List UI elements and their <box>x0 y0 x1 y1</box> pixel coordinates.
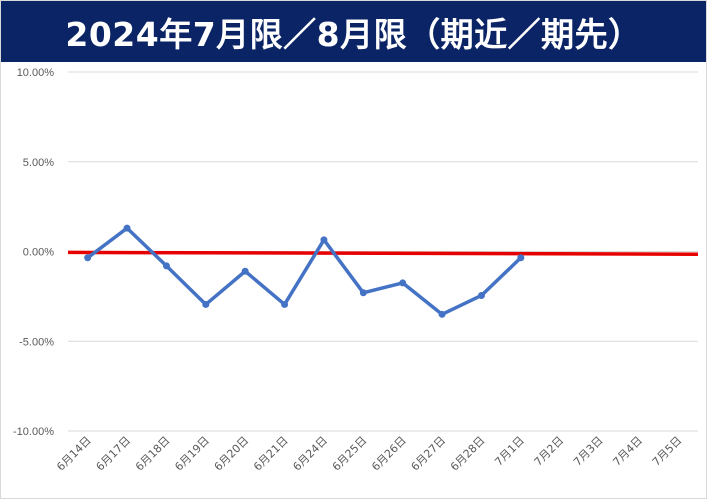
data-point <box>477 291 485 299</box>
y-tick-label: -5.00% <box>19 336 54 348</box>
x-tick-label: 6月27日 <box>409 434 449 474</box>
x-tick-label: 7月1日 <box>492 434 527 469</box>
plot-area: 10.00%5.00%0.00%-5.00%-10.00%6月14日 6月17日 6… <box>13 67 699 474</box>
y-tick-label: 10.00% <box>17 67 55 79</box>
x-tick-label: 6月28日 <box>448 434 488 474</box>
x-tick-label: 6月18日 <box>133 434 173 474</box>
data-point <box>281 300 289 308</box>
data-point <box>359 289 367 297</box>
data-point <box>202 300 210 308</box>
x-tick-label: 6月21日 <box>251 434 291 474</box>
x-tick-label: 7月3日 <box>571 434 606 469</box>
x-tick-label: 7月2日 <box>532 434 567 469</box>
data-point <box>241 267 249 275</box>
y-tick-label: 5.00% <box>23 157 54 169</box>
x-tick-label: 6月25日 <box>330 434 370 474</box>
data-point <box>438 310 446 318</box>
reference-line <box>67 250 699 256</box>
x-tick-label: 6月17日 <box>94 434 134 474</box>
y-tick-label: -10.00% <box>13 426 54 438</box>
x-tick-label: 6月19日 <box>172 434 212 474</box>
title-bar: 2024年7月限／8月限（期近／期先） <box>1 1 706 62</box>
chart-title: 2024年7月限／8月限（期近／期先） <box>65 14 642 54</box>
x-tick-label: 7月4日 <box>610 434 645 469</box>
x-tick-label: 6月14日 <box>54 434 94 474</box>
series-line <box>86 226 523 317</box>
data-point <box>320 236 328 244</box>
x-tick-label: 7月5日 <box>650 434 685 469</box>
y-tick-label: 0.00% <box>23 247 54 259</box>
data-point <box>123 224 131 232</box>
data-point <box>162 262 170 270</box>
x-tick-label: 6月20日 <box>212 434 252 474</box>
x-tick-label: 6月26日 <box>369 434 409 474</box>
data-point <box>399 279 407 287</box>
x-tick-label: 6月24日 <box>290 434 330 474</box>
data-point <box>84 254 92 262</box>
data-point <box>517 254 525 262</box>
